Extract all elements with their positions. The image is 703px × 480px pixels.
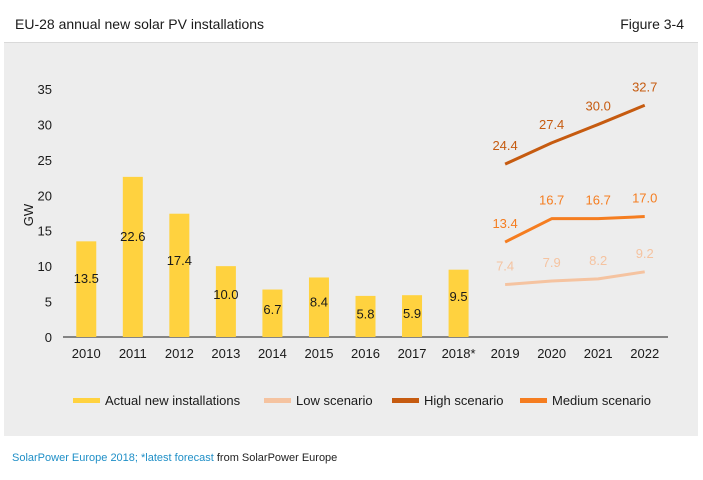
series-label-low: 8.2	[589, 253, 607, 268]
legend-item-actual: Actual new installations	[73, 393, 240, 408]
x-tick-label: 2022	[630, 346, 659, 361]
y-tick-label: 25	[38, 153, 52, 168]
bar-value-label: 8.4	[310, 294, 328, 309]
series-line-high	[504, 103, 646, 166]
x-tick-label: 2017	[398, 346, 427, 361]
bar-value-label: 10.0	[213, 287, 238, 302]
bar	[402, 295, 423, 337]
series-label-low: 7.9	[543, 255, 561, 270]
series-label-high: 30.0	[586, 98, 611, 113]
x-tick-label: 2014	[258, 346, 287, 361]
forecast-link[interactable]: *latest forecast	[141, 452, 214, 464]
bar-value-label: 17.4	[167, 253, 192, 268]
x-tick-label: 2012	[165, 346, 194, 361]
x-tick-label: 2010	[72, 346, 101, 361]
series-label-low: 9.2	[636, 246, 654, 261]
x-tick-label: 2021	[584, 346, 613, 361]
source-note: SolarPower Europe 2018; *latest forecast…	[12, 452, 337, 464]
legend-label-actual: Actual new installations	[105, 393, 241, 408]
source-link[interactable]: SolarPower Europe 2018;	[12, 452, 142, 464]
y-tick-label: 5	[45, 295, 52, 310]
bar	[215, 266, 236, 337]
x-tick-label: 2016	[351, 346, 380, 361]
legend-item-high: High scenario	[392, 393, 504, 408]
figure-number: Figure 3-4	[620, 16, 684, 32]
series-label-medium: 17.0	[632, 191, 657, 206]
series-label-high: 24.4	[492, 138, 517, 153]
legend-item-medium: Medium scenario	[520, 393, 651, 408]
y-tick-label: 20	[38, 188, 52, 203]
series-label-high: 27.4	[539, 117, 564, 132]
figure-frame: EU-28 annual new solar PV installations …	[4, 4, 698, 474]
bar	[122, 176, 143, 337]
x-tick-label: 2015	[305, 346, 334, 361]
series-line-medium	[504, 215, 645, 244]
legend-label-high: High scenario	[424, 393, 504, 408]
x-tick-label: 2013	[211, 346, 240, 361]
chart-title: EU-28 annual new solar PV installations	[15, 16, 265, 32]
x-tick-label: 2011	[119, 346, 147, 361]
bar	[355, 295, 376, 337]
bar-value-label: 13.5	[74, 271, 99, 286]
bar	[169, 213, 190, 337]
source-suffix: from SolarPower Europe	[213, 452, 338, 464]
series-label-medium: 16.7	[586, 193, 611, 208]
legend-swatch-actual	[73, 398, 100, 403]
series-label-medium: 13.4	[492, 216, 517, 231]
bar-value-label: 6.7	[263, 302, 281, 317]
bar-value-label: 5.9	[403, 306, 421, 321]
y-tick-label: 35	[38, 82, 52, 97]
y-axis-title: GW	[21, 203, 36, 226]
x-tick-label: 2018*	[442, 346, 476, 361]
bar-value-label: 5.8	[356, 306, 374, 321]
bar	[448, 269, 469, 337]
x-tick-label: 2019	[491, 346, 520, 361]
series-label-low: 7.4	[496, 259, 514, 274]
y-tick-label: 0	[45, 330, 52, 345]
legend-label-low: Low scenario	[296, 393, 373, 408]
legend-item-low: Low scenario	[264, 393, 373, 408]
bar	[262, 289, 283, 337]
bar-value-label: 9.5	[450, 289, 468, 304]
series-label-medium: 16.7	[539, 193, 564, 208]
bar	[76, 241, 97, 337]
series-line-low	[505, 270, 645, 287]
figure-header: EU-28 annual new solar PV installations …	[4, 4, 698, 43]
series-label-high: 32.7	[632, 79, 657, 94]
y-tick-label: 30	[38, 117, 52, 132]
legend-label-medium: Medium scenario	[552, 393, 651, 408]
bar	[308, 277, 329, 337]
bar-value-label: 22.6	[120, 229, 145, 244]
y-tick-label: 15	[38, 224, 52, 239]
legend-swatch-high	[392, 398, 419, 403]
y-tick-label: 10	[38, 259, 52, 274]
legend-swatch-medium	[520, 398, 547, 403]
legend-swatch-low	[264, 398, 291, 403]
x-tick-label: 2020	[537, 346, 566, 361]
figure-footer	[4, 436, 698, 474]
